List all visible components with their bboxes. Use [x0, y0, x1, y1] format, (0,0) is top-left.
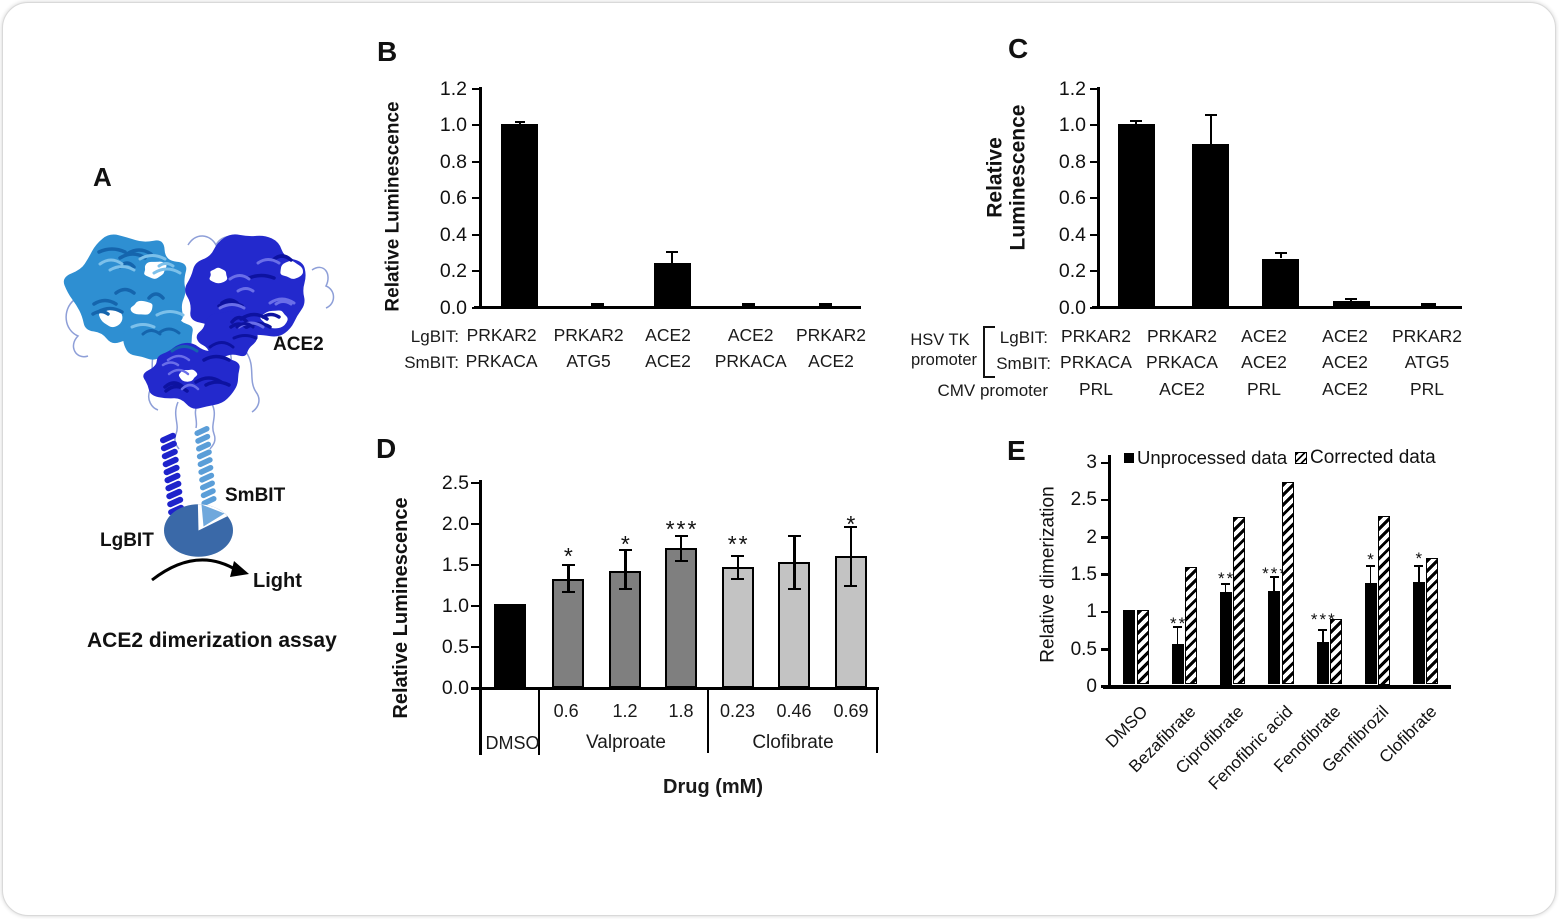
svg-text:Light: Light: [253, 570, 302, 592]
svg-text:ACE2: ACE2: [273, 334, 324, 355]
svg-text:LgBIT: LgBIT: [100, 530, 154, 551]
svg-text:SmBIT: SmBIT: [225, 485, 286, 506]
svg-text:A: A: [93, 162, 112, 192]
svg-text:ACE2 dimerization assay: ACE2 dimerization assay: [87, 629, 337, 652]
